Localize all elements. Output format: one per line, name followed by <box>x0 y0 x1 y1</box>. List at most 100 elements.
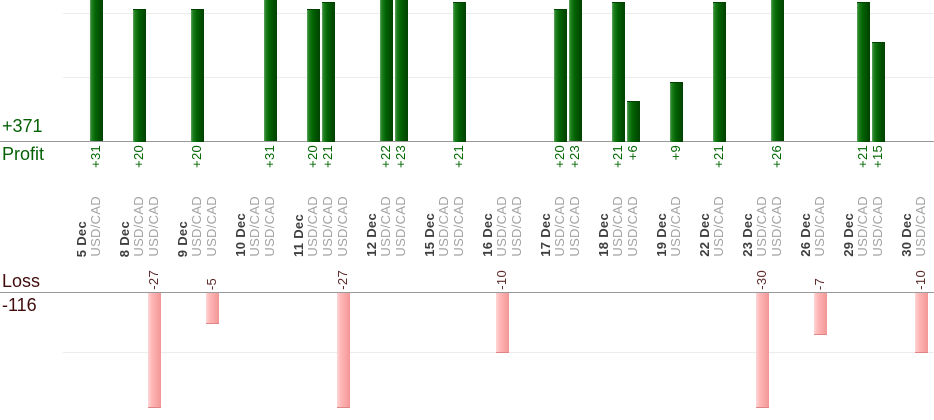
date-label: 17 Dec <box>538 213 553 257</box>
date-label: 16 Dec <box>480 213 495 257</box>
trade-symbol-label: USD/CAD <box>451 196 466 257</box>
trade-symbol-label: USD/CAD <box>146 196 161 257</box>
trade-symbol-label-text: USD/CAD <box>320 196 335 257</box>
trade-symbol-label-text: USD/CAD <box>625 196 640 257</box>
trade-symbol-label: USD/CAD <box>754 196 769 257</box>
trade-symbol-label: USD/CAD <box>262 196 277 257</box>
trade-value-label-text: +22 <box>378 145 393 168</box>
date-label-text: 29 Dec <box>841 213 856 257</box>
loss-total-label: -116 <box>2 295 37 315</box>
profit-bar <box>264 0 277 141</box>
loss-bar <box>814 293 827 335</box>
trade-symbol-label-text: USD/CAD <box>247 196 262 257</box>
trade-symbol-label: USD/CAD <box>378 196 393 257</box>
trade-symbol-label: USD/CAD <box>305 196 320 257</box>
date-label: 22 Dec <box>697 213 712 257</box>
date-label-text: 8 Dec <box>117 220 132 257</box>
trade-symbol-label-text: USD/CAD <box>610 196 625 257</box>
trade-value-label: +21 <box>320 145 335 168</box>
trade-value-label-text: -7 <box>812 277 827 290</box>
trade-symbol-label-text: USD/CAD <box>711 196 726 257</box>
profit-bar <box>670 82 683 142</box>
trade-symbol-label-text: USD/CAD <box>335 196 350 257</box>
trade-symbol-label: USD/CAD <box>204 196 219 257</box>
trade-value-label-text: +20 <box>552 145 567 168</box>
date-label-text: 18 Dec <box>596 213 611 257</box>
trade-symbol-label: USD/CAD <box>436 196 451 257</box>
date-label-text: 10 Dec <box>233 213 248 257</box>
trade-value-label: -7 <box>812 277 827 290</box>
trade-symbol-label-text: USD/CAD <box>451 196 466 257</box>
trade-value-label: +20 <box>552 145 567 168</box>
trade-value-label-text: -27 <box>146 270 161 290</box>
profit-bar <box>380 0 393 141</box>
trade-value-label: +20 <box>305 145 320 168</box>
trade-symbol-label: USD/CAD <box>855 196 870 257</box>
trade-value-label: +6 <box>625 145 640 160</box>
trade-symbol-label-text: USD/CAD <box>494 196 509 257</box>
date-label-text: 17 Dec <box>538 213 553 257</box>
trade-symbol-label-text: USD/CAD <box>552 196 567 257</box>
trade-value-label-text: +21 <box>320 145 335 168</box>
date-label-text: 5 Dec <box>74 220 89 257</box>
profit-gridline-lower <box>63 77 934 78</box>
trade-value-label-text: -10 <box>913 270 928 290</box>
trade-symbol-label: USD/CAD <box>552 196 567 257</box>
trade-symbol-label-text: USD/CAD <box>146 196 161 257</box>
trade-symbol-label-text: USD/CAD <box>509 196 524 257</box>
trade-symbol-label-text: USD/CAD <box>870 196 885 257</box>
profit-axis-title: Profit <box>2 144 45 164</box>
loss-bar <box>915 293 928 353</box>
trade-symbol-label-text: USD/CAD <box>189 196 204 257</box>
trade-value-label: +9 <box>668 145 683 160</box>
trade-value-label-text: +20 <box>305 145 320 168</box>
date-label-text: 19 Dec <box>654 213 669 257</box>
date-label-text: 11 Dec <box>291 213 306 257</box>
trade-symbol-label: USD/CAD <box>567 196 582 257</box>
trade-value-label: +26 <box>769 145 784 168</box>
profit-bar <box>453 2 466 142</box>
date-label: 8 Dec <box>117 220 132 257</box>
trade-value-label: +21 <box>451 145 466 168</box>
trade-value-label-text: +21 <box>451 145 466 168</box>
trade-value-label: +21 <box>711 145 726 168</box>
profit-bar <box>627 101 640 142</box>
trade-value-label-text: -10 <box>494 270 509 290</box>
trade-value-label-text: +21 <box>855 145 870 168</box>
trade-symbol-label: USD/CAD <box>668 196 683 257</box>
loss-bar <box>206 293 219 324</box>
trade-symbol-label-text: USD/CAD <box>305 196 320 257</box>
trade-symbol-label-text: USD/CAD <box>436 196 451 257</box>
date-label: 23 Dec <box>740 213 755 257</box>
profit-bar <box>612 2 625 142</box>
trade-value-label-text: +31 <box>88 145 103 168</box>
trade-symbol-label: USD/CAD <box>711 196 726 257</box>
date-label-text: 15 Dec <box>422 213 437 257</box>
date-label: 11 Dec <box>291 213 306 257</box>
trade-value-label: -5 <box>204 278 219 290</box>
date-label: 26 Dec <box>798 213 813 257</box>
trade-symbol-label-text: USD/CAD <box>378 196 393 257</box>
trade-symbol-label: USD/CAD <box>393 196 408 257</box>
trade-value-label: -27 <box>146 270 161 290</box>
loss-axis-line <box>0 292 934 293</box>
trade-value-label: +21 <box>610 145 625 168</box>
trade-symbol-label: USD/CAD <box>494 196 509 257</box>
trade-value-label-text: +20 <box>131 145 146 168</box>
profit-bar <box>713 2 726 142</box>
loss-axis-title: Loss <box>2 271 41 291</box>
trade-value-label-text: +23 <box>567 145 582 168</box>
trade-symbol-label-text: USD/CAD <box>668 196 683 257</box>
trade-symbol-label: USD/CAD <box>769 196 784 257</box>
trade-symbol-label: USD/CAD <box>625 196 640 257</box>
trade-symbol-label: USD/CAD <box>812 196 827 257</box>
date-label-text: 12 Dec <box>364 213 379 257</box>
trade-symbol-label-text: USD/CAD <box>812 196 827 257</box>
date-label: 5 Dec <box>74 220 89 257</box>
date-label-text: 22 Dec <box>697 213 712 257</box>
date-label: 10 Dec <box>233 213 248 257</box>
date-label: 30 Dec <box>899 213 914 257</box>
trade-value-label-text: +15 <box>870 145 885 168</box>
trade-value-label-text: +20 <box>189 145 204 168</box>
